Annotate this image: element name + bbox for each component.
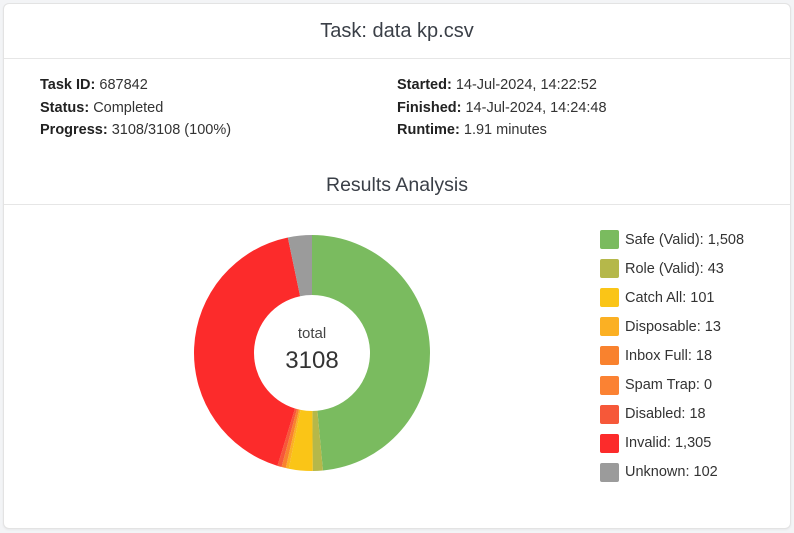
results-donut-chart: total 3108 [192,233,432,473]
legend-item[interactable]: Spam Trap: 0 [600,370,744,399]
legend-swatch [600,404,619,424]
legend-item[interactable]: Disabled: 18 [600,400,744,429]
started-value: 14-Jul-2024, 14:22:52 [455,77,597,93]
status-row: Status: Completed [40,97,231,120]
finished-row: Finished: 14-Jul-2024, 14:24:48 [397,97,607,120]
legend-swatch [600,433,619,453]
finished-label: Finished: [397,99,462,116]
donut-slice[interactable] [288,409,313,471]
started-label: Started: [397,77,452,93]
legend-item[interactable]: Inbox Full: 18 [600,341,744,370]
donut-slice[interactable] [312,410,323,471]
task-meta-right: Started: 14-Jul-2024, 14:22:52 Finished:… [397,74,607,142]
task-meta-left: Task ID: 687842 Status: Completed Progre… [40,74,231,142]
donut-slice[interactable] [194,237,301,466]
task-card: Task: data kp.csv Task ID: 687842 Status… [3,3,791,529]
legend-label: Invalid: 1,305 [625,435,712,452]
legend-item[interactable]: Safe (Valid): 1,508 [600,225,744,254]
legend-item[interactable]: Catch All: 101 [600,283,744,312]
status-label: Status: [40,99,90,116]
runtime-row: Runtime: 1.91 minutes [397,119,607,142]
results-analysis-title: Results Analysis [4,166,790,205]
started-row: Started: 14-Jul-2024, 14:22:52 [397,74,607,97]
donut-center-value: 3108 [285,347,339,374]
donut-slice[interactable] [281,409,300,469]
progress-label: Progress: [40,122,108,138]
runtime-label: Runtime: [397,122,460,138]
runtime-value: 1.91 minutes [463,122,547,138]
legend-swatch [600,375,619,395]
legend-swatch [600,288,619,308]
legend-swatch [600,462,619,482]
task-id-value: 687842 [99,77,148,93]
legend-label: Disposable: 13 [625,318,721,335]
legend-label: Unknown: 102 [625,464,718,481]
legend-item[interactable]: Disposable: 13 [600,312,744,341]
finished-value: 14-Jul-2024, 14:24:48 [465,99,607,116]
task-title: Task: data kp.csv [4,4,790,59]
status-value: Completed [93,99,164,116]
legend-label: Spam Trap: 0 [625,377,713,394]
legend-swatch [600,346,619,366]
legend-item[interactable]: Role (Valid): 43 [600,254,744,283]
donut-center-label: total [297,325,327,342]
legend-item[interactable]: Invalid: 1,305 [600,429,744,458]
chart-legend: Safe (Valid): 1,508 Role (Valid): 43 Catch… [600,225,744,487]
task-id-label: Task ID: [40,77,96,93]
legend-label: Safe (Valid): 1,508 [625,231,745,248]
donut-svg [194,235,431,471]
legend-swatch [600,259,619,279]
progress-row: Progress: 3108/3108 (100%) [40,119,231,142]
donut-slice[interactable] [287,235,312,297]
legend-item[interactable]: Unknown: 102 [600,458,744,487]
legend-swatch [600,230,619,250]
progress-value: 3108/3108 (100%) [111,122,232,138]
task-id-row: Task ID: 687842 [40,74,231,97]
donut-slice[interactable] [285,409,301,469]
legend-swatch [600,317,619,337]
legend-label: Disabled: 18 [625,406,706,423]
legend-label: Role (Valid): 43 [625,260,724,277]
legend-label: Inbox Full: 18 [625,347,713,364]
donut-slice[interactable] [277,408,298,468]
legend-label: Catch All: 101 [625,289,715,306]
donut-slice[interactable] [312,235,431,471]
